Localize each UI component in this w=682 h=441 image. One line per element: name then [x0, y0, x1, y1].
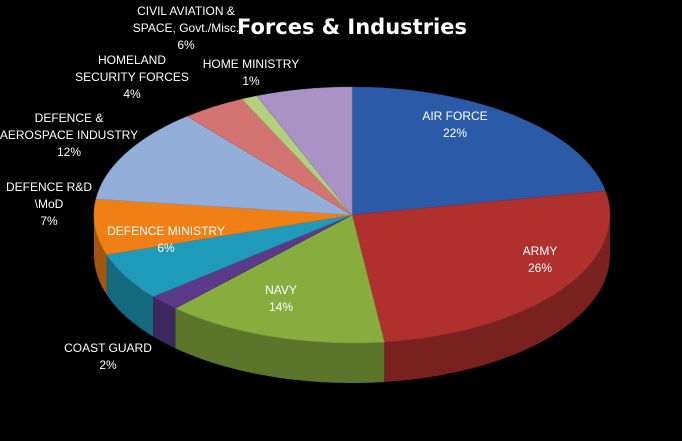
pie-label-homeland-security-forces: HOMELAND SECURITY FORCES 4%	[75, 53, 189, 101]
pie-slice-defence-aerospace-industry	[95, 116, 353, 216]
pie-label-percent: 14%	[269, 300, 293, 314]
pie-label-name: DEFENCE MINISTRY	[107, 224, 225, 238]
pie-label-percent: 26%	[528, 261, 552, 275]
pie-label-name: AEROSPACE INDUSTRY	[0, 128, 138, 142]
pie-side-coast-guard	[153, 296, 176, 349]
pie-label-name: \MoD	[35, 197, 64, 211]
pie-slice-navy	[174, 214, 385, 344]
pie-side-navy	[175, 308, 385, 383]
pie-slice-defence-r-d-mod	[93, 198, 353, 255]
pie-top-layer	[93, 86, 611, 344]
pie-label-layer: AIR FORCE 22% ARMY 26% NAVY 14% COAST GUARD 2% D…	[0, 4, 557, 372]
pie-label-percent: 2%	[99, 358, 117, 372]
pie-side-army	[384, 215, 610, 382]
pie-label-name: HOME MINISTRY	[203, 57, 299, 71]
pie-label-army: ARMY 26%	[523, 244, 558, 275]
pie-label-percent: 6%	[157, 241, 175, 255]
pie-label-defence-r-d-mod: DEFENCE R&D \MoD 7%	[6, 180, 92, 228]
pie-label-home-ministry: HOME MINISTRY 1%	[203, 57, 299, 88]
pie-slice-air-force	[351, 86, 606, 216]
pie-label-coast-guard: COAST GUARD 2%	[64, 341, 152, 372]
pie-label-percent: 1%	[242, 74, 260, 88]
pie-label-name: COAST GUARD	[64, 341, 152, 355]
pie-label-civil-aviation-space-govt-misc: CIVIL AVIATION & SPACE, Govt./Misc. 6%	[133, 4, 239, 52]
pie-label-percent: 7%	[40, 214, 58, 228]
pie-label-air-force: AIR FORCE 22%	[422, 109, 487, 140]
pie-label-name: AIR FORCE	[422, 109, 487, 123]
pie-label-name: SECURITY FORCES	[75, 70, 189, 84]
pie-label-defence-ministry: DEFENCE MINISTRY 6%	[107, 224, 225, 255]
pie-label-name: ARMY	[523, 244, 558, 258]
pie-label-name: SPACE, Govt./Misc.	[133, 21, 239, 35]
pie-label-percent: 6%	[177, 38, 195, 52]
pie-label-percent: 4%	[123, 87, 141, 101]
pie-label-name: HOMELAND	[98, 53, 166, 67]
pie-label-name: DEFENCE R&D	[6, 180, 92, 194]
pie-slice-civil-aviation-space-govt-misc	[256, 86, 353, 216]
pie-label-percent: 12%	[57, 145, 81, 159]
pie-label-defence-aerospace-industry: DEFENCE & AEROSPACE INDUSTRY 12%	[0, 111, 138, 159]
pie-slice-army	[351, 190, 611, 343]
pie-label-name: CIVIL AVIATION &	[137, 4, 235, 18]
pie-label-name: NAVY	[265, 283, 297, 297]
chart-title: Forces & Industries	[237, 15, 467, 39]
pie-label-name: DEFENCE &	[35, 111, 104, 125]
pie-side-defence-ministry	[106, 254, 154, 337]
pie-label-navy: NAVY 14%	[265, 283, 297, 314]
pie-label-percent: 22%	[443, 126, 467, 140]
